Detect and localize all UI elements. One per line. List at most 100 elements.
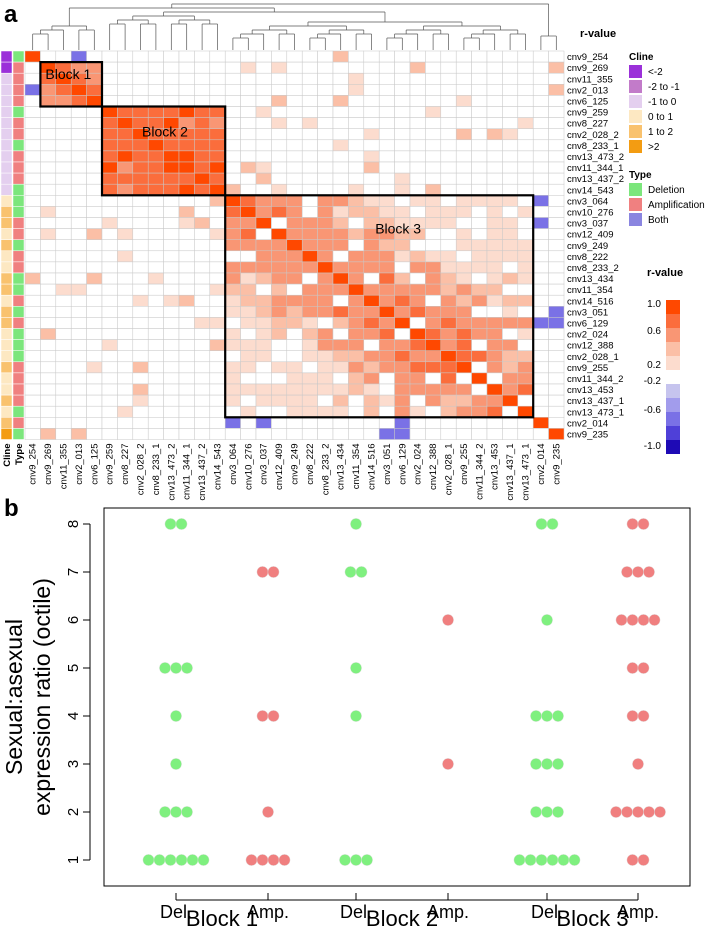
heatmap-cell — [271, 394, 288, 407]
heatmap-cell — [209, 306, 226, 318]
heatmap-cell — [101, 50, 118, 63]
heatmap-cell — [548, 350, 565, 363]
heatmap-cell — [486, 383, 503, 396]
heatmap-cell — [440, 84, 457, 96]
heatmap-cell — [425, 283, 442, 296]
heatmap-cell — [255, 272, 272, 285]
heatmap-cell — [147, 50, 164, 63]
heatmap-cell — [224, 139, 241, 152]
row-annotations — [0, 50, 25, 440]
row-label: cnv3_051 — [567, 307, 608, 318]
heatmap-cell — [532, 339, 549, 351]
heatmap-cell — [425, 50, 442, 63]
heatmap-cell — [286, 195, 303, 207]
heatmap-cell — [532, 239, 549, 252]
heatmap-cell — [317, 195, 334, 207]
row-label: cnv3_037 — [567, 219, 608, 230]
heatmap-cell — [409, 294, 426, 307]
heatmap-cell — [147, 72, 164, 85]
heatmap-cell — [209, 128, 226, 141]
heatmap-cell — [394, 183, 411, 196]
heatmap-cell — [117, 161, 134, 174]
heatmap-cell — [532, 206, 549, 218]
heatmap-cell — [70, 206, 87, 218]
data-point — [181, 662, 193, 674]
heatmap-cell — [163, 217, 180, 229]
heatmap-cell — [394, 139, 411, 152]
heatmap-cell — [163, 161, 180, 174]
heatmap-cell — [455, 183, 472, 196]
heatmap-cell — [378, 84, 395, 96]
heatmap-cell — [440, 306, 457, 318]
heatmap-cell — [455, 106, 472, 118]
heatmap-cell — [502, 172, 519, 185]
x-tick-label: Del. — [160, 902, 192, 922]
heatmap-cell — [317, 306, 334, 318]
heatmap-cell — [455, 195, 472, 207]
heatmap-cell — [209, 394, 226, 407]
heatmap-cell — [255, 172, 272, 185]
heatmap-cell — [178, 172, 195, 185]
heatmap-cell — [440, 172, 457, 185]
heatmap-cell — [363, 361, 380, 374]
heatmap-cell — [502, 417, 519, 429]
heatmap-cell — [471, 250, 488, 263]
column-label: cnv13_473_2 — [166, 444, 177, 501]
heatmap-cell — [363, 317, 380, 329]
heatmap-cell — [548, 283, 565, 296]
heatmap-cell — [255, 195, 272, 207]
heatmap-cell — [147, 250, 164, 263]
heatmap-cell — [409, 306, 426, 318]
heatmap-cell — [117, 394, 134, 407]
column-label: cnv12_388 — [428, 444, 439, 490]
heatmap-cell — [301, 405, 318, 418]
heatmap-cell — [394, 239, 411, 252]
y-tick-label: 8 — [65, 520, 82, 528]
heatmap-cell — [24, 239, 41, 252]
heatmap-cell — [317, 117, 334, 129]
heatmap-cell — [301, 272, 318, 285]
heatmap-cell — [455, 339, 472, 351]
heatmap-cell — [425, 128, 442, 141]
data-point — [361, 854, 373, 866]
heatmap-cell — [209, 150, 226, 163]
heatmap-cell — [532, 84, 549, 96]
heatmap-cell — [532, 150, 549, 163]
heatmap-cell — [440, 328, 457, 340]
heatmap-cell — [24, 417, 41, 429]
heatmap-cell — [70, 95, 87, 107]
heatmap-cell — [378, 106, 395, 118]
heatmap-cell — [425, 72, 442, 85]
heatmap-cell — [194, 172, 211, 185]
heatmap-cell — [101, 306, 118, 318]
data-point — [632, 806, 644, 818]
column-label: cnv13_437_1 — [505, 444, 516, 501]
data-point — [637, 710, 650, 722]
heatmap-cell — [255, 217, 272, 229]
y-tick-label: 5 — [65, 664, 82, 672]
data-point — [546, 854, 559, 866]
heatmap-cell — [440, 428, 457, 440]
heatmap-cell — [332, 306, 349, 318]
cline-cell — [0, 350, 13, 363]
heatmap-cell — [517, 195, 534, 207]
heatmap-cell — [348, 317, 365, 329]
heatmap-cell — [317, 61, 334, 74]
data-point — [256, 710, 269, 722]
data-point — [568, 854, 581, 866]
heatmap-cell — [332, 61, 349, 74]
heatmap-cell — [55, 372, 72, 385]
heatmap-cell — [255, 261, 272, 274]
heatmap-cell — [40, 250, 57, 263]
heatmap-cell — [455, 372, 472, 385]
heatmap-cell — [40, 372, 57, 385]
heatmap-cell — [301, 350, 318, 363]
type-cell — [12, 405, 25, 418]
heatmap-cell — [317, 50, 334, 63]
heatmap-cell — [548, 150, 565, 163]
heatmap-cell — [163, 394, 180, 407]
heatmap-cell — [24, 228, 41, 240]
heatmap-cell — [286, 294, 303, 307]
heatmap-cell — [194, 317, 211, 329]
heatmap-cell — [224, 261, 241, 274]
